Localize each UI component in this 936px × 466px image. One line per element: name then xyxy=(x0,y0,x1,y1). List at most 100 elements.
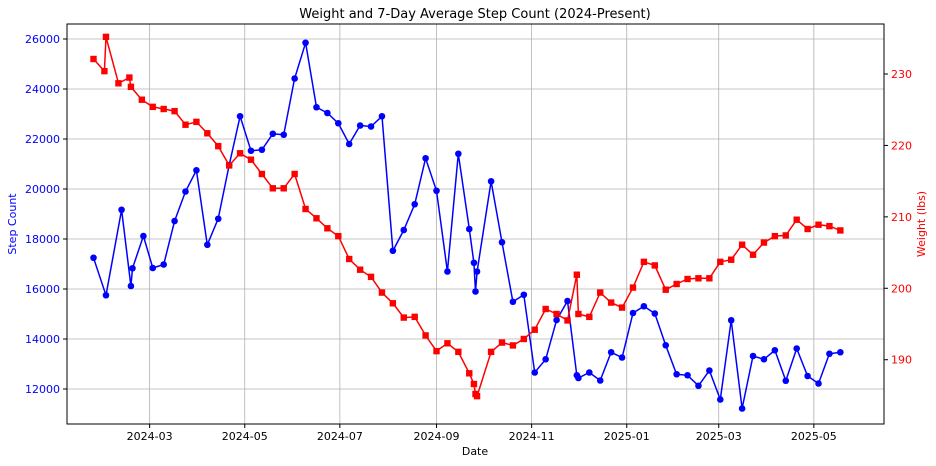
right-tick-label: 230 xyxy=(891,68,912,81)
step-count-point xyxy=(269,130,277,138)
weight-point xyxy=(455,348,462,356)
step-count-point xyxy=(193,166,200,174)
step-count-point xyxy=(455,150,462,158)
x-tick-label: 2024-03 xyxy=(127,430,173,443)
step-count-point xyxy=(596,377,604,384)
step-count-point xyxy=(356,122,364,129)
step-count-point xyxy=(618,354,626,361)
step-count-point xyxy=(727,316,735,324)
weight-point xyxy=(498,339,506,346)
weight-point xyxy=(90,55,97,63)
weight-point xyxy=(313,215,320,222)
weight-point xyxy=(236,150,244,157)
step-count-point xyxy=(553,316,560,324)
step-count-point xyxy=(171,217,178,225)
weight-point xyxy=(335,232,342,240)
step-count-point xyxy=(102,291,110,299)
right-tick-label: 220 xyxy=(891,139,912,152)
weight-point xyxy=(160,105,167,113)
weight-point xyxy=(573,271,581,278)
step-count-point xyxy=(90,254,97,262)
step-count-point xyxy=(378,112,386,120)
weight-point xyxy=(400,314,407,321)
step-count-point xyxy=(716,396,724,403)
step-count-point xyxy=(118,206,125,214)
step-count-point xyxy=(804,372,811,380)
weight-point xyxy=(126,74,133,81)
weight-point xyxy=(422,332,429,339)
step-count-point xyxy=(160,261,167,268)
step-count-point xyxy=(498,238,506,246)
weight-point xyxy=(804,225,811,233)
weight-point xyxy=(473,392,481,400)
step-count-point xyxy=(826,350,833,358)
step-count-point xyxy=(291,75,298,82)
weight-point xyxy=(586,313,593,321)
weight-point xyxy=(389,300,397,307)
weight-point xyxy=(269,185,277,192)
step-count-point xyxy=(542,355,549,363)
weight-point xyxy=(749,251,757,258)
step-count-point xyxy=(473,268,481,275)
step-count-point xyxy=(771,346,779,354)
weight-point xyxy=(444,340,451,347)
weight-point xyxy=(509,342,517,349)
left-tick-label: 22000 xyxy=(25,133,60,146)
weight-point xyxy=(706,275,713,282)
step-count-point xyxy=(706,367,713,374)
step-count-point xyxy=(607,348,615,356)
weight-point xyxy=(182,121,189,128)
step-count-point xyxy=(129,264,136,272)
step-count-point xyxy=(247,147,255,155)
left-tick-label: 24000 xyxy=(25,83,60,96)
step-count-point xyxy=(815,380,822,387)
weight-point xyxy=(470,380,478,388)
step-count-point xyxy=(367,123,375,130)
step-count-point xyxy=(472,288,479,295)
step-count-point xyxy=(389,247,397,255)
weight-point xyxy=(149,103,156,111)
step-count-point xyxy=(673,370,680,378)
grid-lines xyxy=(67,24,884,424)
step-count-point xyxy=(444,268,451,275)
weight-series xyxy=(90,33,844,400)
weight-point xyxy=(651,262,659,269)
weight-point xyxy=(367,273,375,281)
step-count-point xyxy=(214,215,222,223)
x-tick-label: 2024-05 xyxy=(222,430,268,443)
weight-point xyxy=(487,348,495,356)
weight-point xyxy=(815,221,822,228)
weight-point xyxy=(771,232,779,240)
x-tick-label: 2024-07 xyxy=(317,430,363,443)
step-count-point xyxy=(236,112,244,120)
weight-point xyxy=(324,225,331,232)
left-axis-ticks: 12000 14000 16000 18000 20000 22000 24000 26000 xyxy=(25,33,67,396)
weight-point xyxy=(346,255,353,263)
weight-point xyxy=(760,239,768,246)
step-count-point xyxy=(782,377,790,385)
x-tick-label: 2025-01 xyxy=(604,430,650,443)
weight-point xyxy=(542,305,549,313)
weight-point xyxy=(695,275,702,282)
weight-point xyxy=(575,310,582,318)
step-count-point xyxy=(575,374,582,382)
weight-point xyxy=(138,96,146,103)
weight-point xyxy=(127,83,135,91)
weight-point xyxy=(247,156,255,163)
weight-point xyxy=(618,304,626,311)
x-tick-label: 2024-09 xyxy=(414,430,460,443)
left-axis-label: Step Count xyxy=(6,193,19,255)
step-count-point xyxy=(302,39,309,47)
step-count-point xyxy=(760,355,768,363)
plot-frame xyxy=(66,23,885,425)
weight-point xyxy=(466,370,473,377)
step-count-point xyxy=(629,309,637,317)
x-tick-label: 2024-11 xyxy=(509,430,555,443)
step-count-point xyxy=(324,109,331,117)
step-count-point xyxy=(487,177,495,185)
x-axis-ticks: 2024-03 2024-05 2024-07 2024-09 2024-11 2025-… xyxy=(127,424,837,443)
step-count-point xyxy=(280,131,288,139)
step-count-point xyxy=(313,103,320,111)
weight-point xyxy=(378,289,386,296)
